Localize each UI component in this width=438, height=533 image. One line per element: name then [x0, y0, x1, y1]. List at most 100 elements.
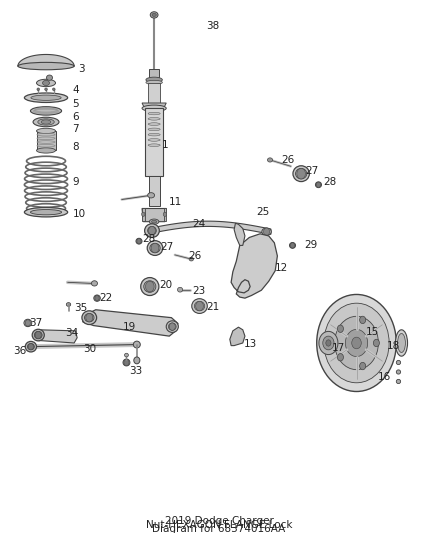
Text: 24: 24 — [192, 219, 205, 229]
Ellipse shape — [146, 80, 162, 85]
Circle shape — [169, 323, 175, 330]
Ellipse shape — [31, 209, 62, 215]
Ellipse shape — [82, 311, 97, 325]
Circle shape — [337, 353, 343, 361]
Ellipse shape — [94, 295, 100, 301]
Ellipse shape — [46, 75, 53, 80]
Ellipse shape — [163, 212, 167, 216]
Polygon shape — [142, 208, 145, 221]
Text: 17: 17 — [332, 343, 345, 353]
Ellipse shape — [53, 88, 55, 91]
Text: 19: 19 — [123, 321, 136, 332]
Ellipse shape — [147, 241, 163, 255]
Text: Nut-HEXAGON FLANGE Lock: Nut-HEXAGON FLANGE Lock — [146, 520, 292, 530]
Ellipse shape — [85, 313, 94, 322]
Polygon shape — [148, 83, 160, 103]
Ellipse shape — [45, 88, 47, 91]
Polygon shape — [231, 234, 277, 298]
Ellipse shape — [166, 321, 178, 333]
Ellipse shape — [290, 243, 296, 248]
Circle shape — [35, 332, 41, 339]
Circle shape — [28, 343, 33, 350]
Text: 18: 18 — [387, 341, 400, 351]
Ellipse shape — [146, 77, 162, 83]
Text: 28: 28 — [142, 234, 155, 244]
Circle shape — [316, 182, 321, 188]
Circle shape — [148, 227, 155, 235]
Ellipse shape — [177, 287, 183, 292]
Ellipse shape — [136, 238, 142, 244]
Text: Diagram for 68374016AA: Diagram for 68374016AA — [152, 524, 286, 533]
Text: 2019 Dodge Charger: 2019 Dodge Charger — [165, 515, 273, 526]
Text: 30: 30 — [83, 344, 96, 354]
Circle shape — [145, 281, 154, 292]
Ellipse shape — [38, 119, 54, 125]
Text: 10: 10 — [73, 209, 86, 219]
Ellipse shape — [150, 12, 158, 18]
Circle shape — [335, 316, 378, 370]
Ellipse shape — [148, 133, 160, 136]
Circle shape — [264, 228, 270, 236]
Ellipse shape — [32, 329, 44, 341]
Ellipse shape — [148, 128, 160, 131]
Polygon shape — [164, 208, 166, 221]
Text: 35: 35 — [74, 303, 88, 313]
Polygon shape — [145, 221, 271, 235]
Circle shape — [290, 243, 295, 248]
Ellipse shape — [396, 379, 401, 384]
Ellipse shape — [142, 105, 166, 111]
Ellipse shape — [33, 117, 59, 127]
Polygon shape — [83, 310, 178, 336]
Text: 28: 28 — [323, 177, 336, 187]
Text: 22: 22 — [99, 293, 112, 303]
Bar — [149, 69, 159, 79]
Ellipse shape — [148, 144, 160, 147]
Text: 38: 38 — [206, 21, 219, 31]
Ellipse shape — [262, 228, 271, 236]
Ellipse shape — [141, 212, 145, 216]
Circle shape — [326, 340, 331, 346]
Ellipse shape — [66, 303, 71, 306]
Text: 3: 3 — [78, 64, 85, 74]
Text: 33: 33 — [129, 366, 142, 376]
Ellipse shape — [41, 120, 51, 124]
Circle shape — [319, 332, 338, 354]
Text: 27: 27 — [160, 242, 173, 252]
Circle shape — [360, 362, 366, 370]
Circle shape — [86, 313, 93, 322]
Text: 27: 27 — [305, 166, 319, 175]
Polygon shape — [145, 108, 163, 176]
Ellipse shape — [152, 220, 157, 223]
Polygon shape — [35, 330, 77, 343]
Circle shape — [352, 337, 361, 349]
Text: 20: 20 — [159, 280, 173, 290]
Text: 37: 37 — [30, 318, 43, 328]
Text: 1: 1 — [162, 140, 169, 150]
Circle shape — [324, 303, 389, 383]
Text: 34: 34 — [66, 328, 79, 338]
Text: 26: 26 — [189, 251, 202, 261]
Ellipse shape — [37, 88, 39, 91]
Ellipse shape — [192, 298, 207, 313]
Ellipse shape — [148, 227, 156, 235]
Circle shape — [124, 359, 129, 366]
Text: 11: 11 — [169, 197, 183, 207]
Circle shape — [337, 325, 343, 333]
Ellipse shape — [396, 370, 401, 374]
Text: 23: 23 — [192, 286, 205, 296]
Circle shape — [323, 336, 334, 350]
Polygon shape — [36, 131, 56, 150]
Ellipse shape — [36, 148, 56, 153]
Ellipse shape — [189, 257, 194, 261]
Ellipse shape — [25, 207, 67, 217]
Ellipse shape — [34, 332, 42, 339]
Ellipse shape — [152, 13, 156, 17]
Circle shape — [95, 295, 99, 301]
Ellipse shape — [168, 323, 176, 330]
Ellipse shape — [148, 112, 160, 115]
Ellipse shape — [194, 301, 205, 311]
Circle shape — [346, 329, 367, 357]
Polygon shape — [142, 208, 166, 222]
Text: 25: 25 — [256, 207, 269, 217]
Ellipse shape — [148, 123, 160, 125]
